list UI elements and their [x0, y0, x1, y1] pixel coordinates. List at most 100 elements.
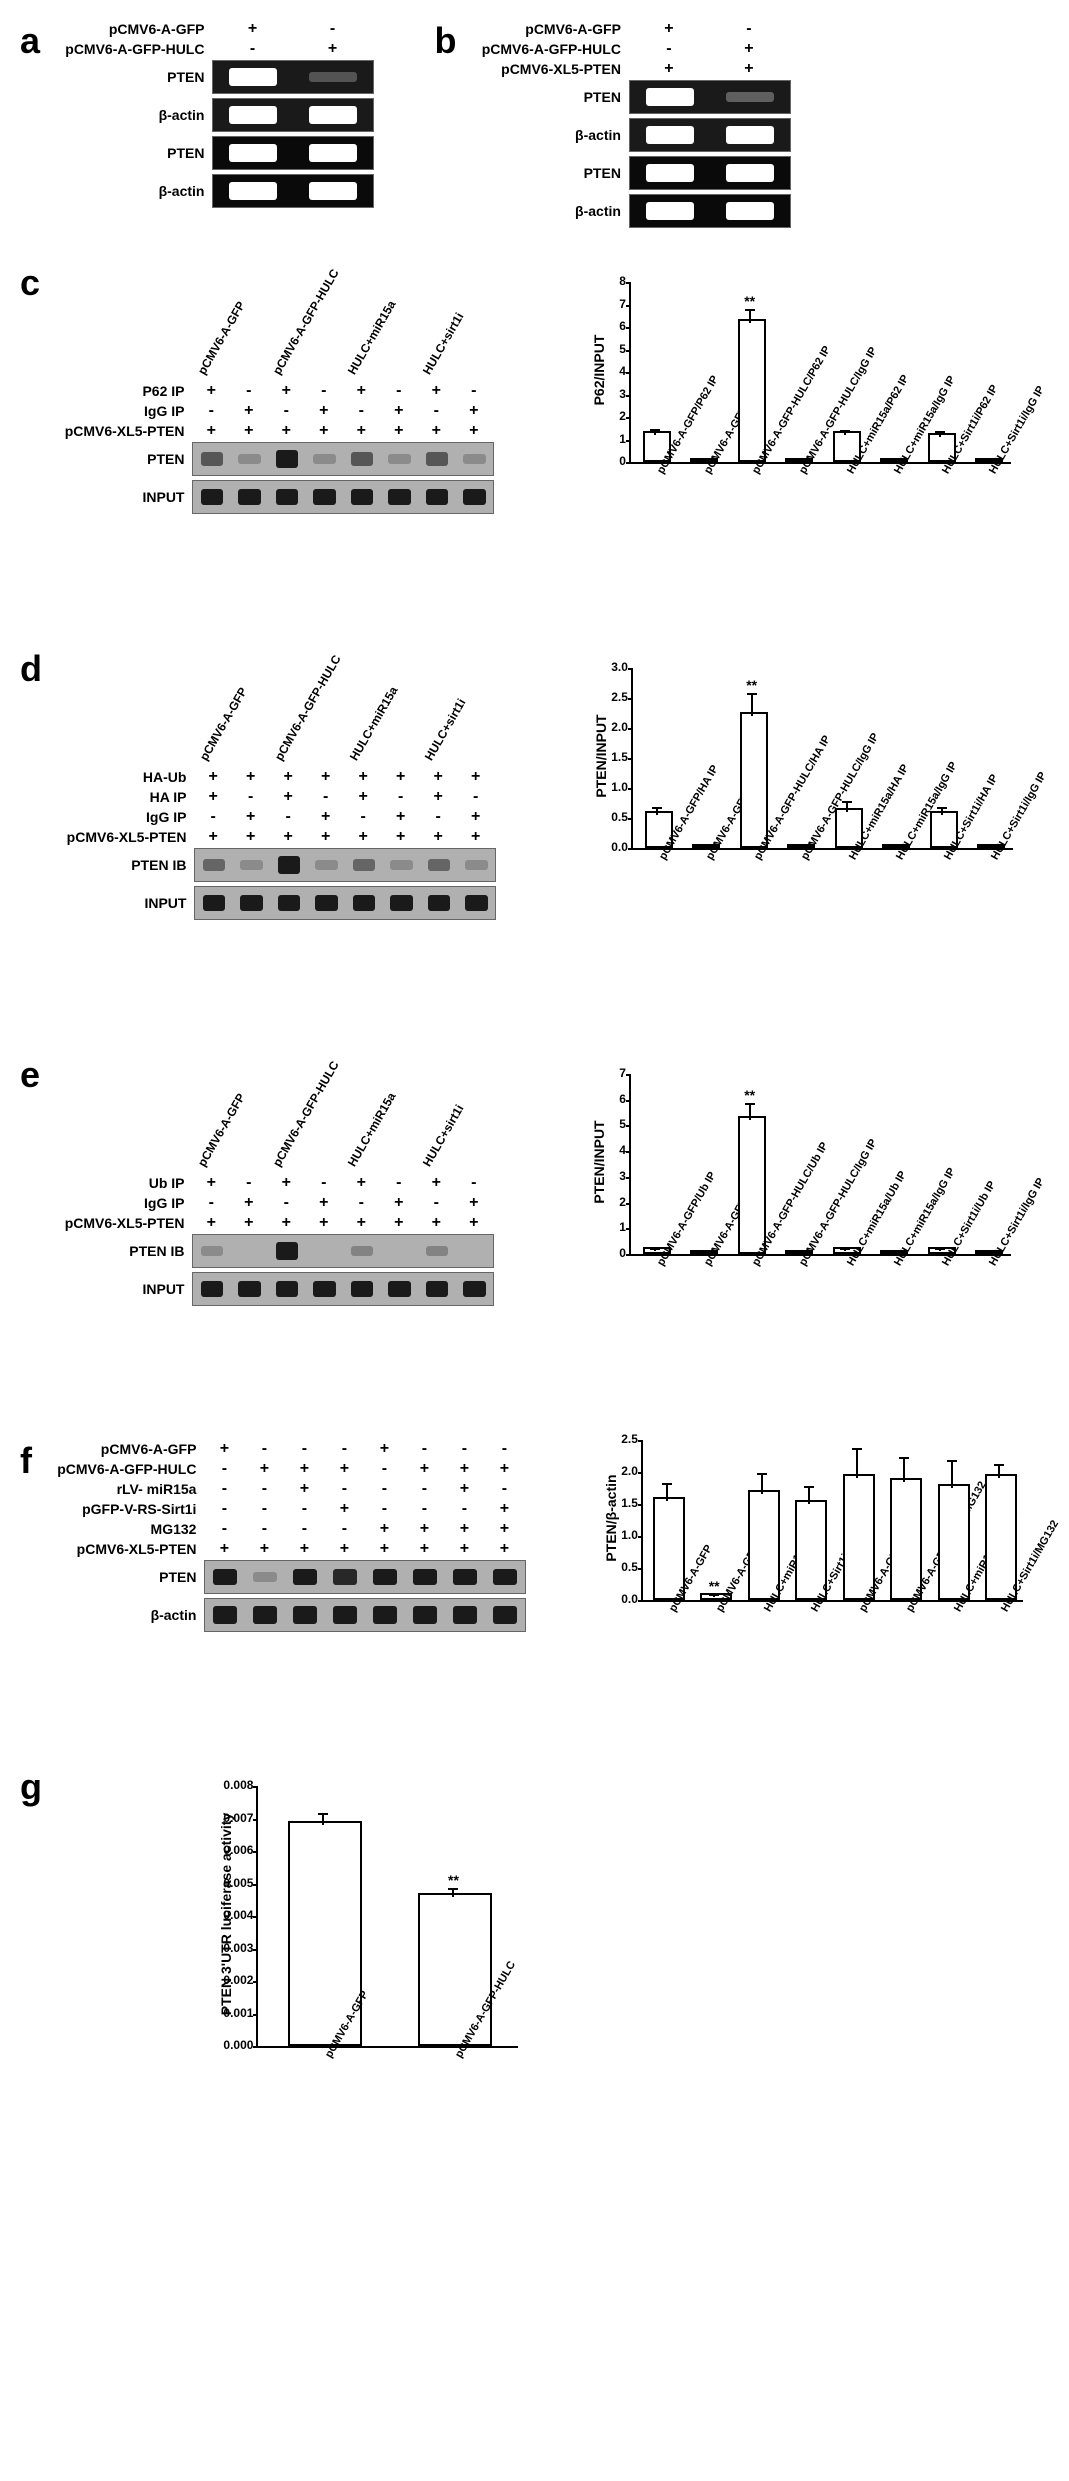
y-tick: 1.5: [593, 750, 628, 764]
blot-label: INPUT: [56, 895, 194, 911]
error-bar: [452, 1890, 454, 1897]
condition-mark: +: [417, 1174, 455, 1192]
condition-row: IgG IP -+-+-+-+: [54, 402, 494, 420]
condition-row: pCMV6-A-GFP +-: [44, 20, 374, 38]
tick-mark: [626, 440, 631, 442]
condition-mark: +: [307, 768, 345, 786]
diag-label: pCMV6-A-GFP-HULC: [270, 1059, 342, 1169]
blot-image: [194, 848, 496, 882]
condition-mark: +: [192, 382, 230, 400]
blot-band: [646, 202, 694, 220]
tick-mark: [638, 1440, 643, 1442]
blot-band: [238, 489, 261, 505]
blot-band: [351, 1281, 374, 1297]
condition-row: pCMV6-A-GFP-HULC -+: [461, 40, 791, 58]
blot-band: [229, 182, 277, 200]
blot-band: [646, 88, 694, 106]
blot-image: [192, 1234, 494, 1268]
condition-mark: -: [244, 1520, 284, 1538]
error-cap: [318, 1813, 328, 1815]
condition-mark: +: [307, 808, 345, 826]
blot-band: [315, 895, 338, 911]
blot-band: [646, 164, 694, 182]
condition-mark: -: [364, 1460, 404, 1478]
condition-mark: -: [457, 788, 495, 806]
condition-mark: +: [364, 1440, 404, 1458]
blot-row: PTEN: [44, 60, 374, 94]
blot-band: [309, 106, 357, 124]
blot-band: [493, 1606, 517, 1623]
condition-label: P62 IP: [54, 383, 192, 399]
y-tick: 0: [591, 454, 626, 468]
condition-mark: +: [419, 788, 457, 806]
tick-mark: [626, 327, 631, 329]
error-bar: [749, 311, 751, 322]
error-cap: [935, 1248, 945, 1250]
condition-mark: +: [305, 1194, 343, 1212]
y-tick: 0.5: [593, 810, 628, 824]
blot-band: [309, 144, 357, 161]
blot-row: PTEN: [44, 136, 374, 170]
condition-mark: +: [324, 1500, 364, 1518]
condition-mark: +: [269, 828, 307, 846]
condition-mark: +: [629, 20, 709, 38]
blot-band: [229, 144, 277, 162]
condition-mark: -: [192, 1194, 230, 1212]
diag-label: HULC+sirt1i: [420, 310, 467, 377]
diag-labels: pCMV6-A-GFPpCMV6-A-GFP-HULCHULC+miR15aHU…: [186, 648, 486, 768]
error-bar: [654, 1250, 656, 1251]
panel-content: pCMV6-A-GFPpCMV6-A-GFP-HULCHULC+miR15aHU…: [54, 262, 494, 518]
panel-content: pCMV6-A-GFPpCMV6-A-GFP-HULCHULC+miR15aHU…: [56, 648, 496, 924]
blot-band: [313, 489, 336, 505]
condition-mark: +: [284, 1480, 324, 1498]
condition-mark: -: [404, 1480, 444, 1498]
y-tick: 1.0: [603, 1528, 638, 1542]
blot-row: PTEN IB: [56, 848, 496, 882]
error-bar: [808, 1488, 810, 1504]
x-label: HULC+Sirt1i/Ub IP: [940, 1179, 998, 1268]
condition-mark: +: [457, 828, 495, 846]
blot-band: [238, 1281, 261, 1297]
panel-content: pCMV6-A-GFP +---+--- pCMV6-A-GFP-HULC -+…: [46, 1440, 526, 1636]
condition-mark: -: [455, 1174, 493, 1192]
error-bar: [941, 809, 943, 815]
error-cap: [448, 1888, 458, 1890]
blot-image: [629, 156, 791, 190]
panel-label: f: [20, 1440, 32, 1482]
blot-row: INPUT: [54, 1272, 494, 1306]
blot-band: [388, 489, 411, 505]
error-cap: [852, 1448, 862, 1450]
chart-bar: [738, 1116, 766, 1254]
blot-band: [276, 450, 299, 468]
blot-band: [240, 895, 263, 911]
chart-wrapper: P62/INPUT 012345678pCMV6-A-GFP/P62 IPpCM…: [629, 282, 1011, 464]
blot-band: [373, 1606, 397, 1623]
y-axis-label: PTEN/β-actin: [603, 1438, 619, 1598]
condition-mark: -: [204, 1500, 244, 1518]
tick-mark: [253, 2046, 258, 2048]
blot-band: [426, 489, 449, 505]
condition-mark: +: [230, 402, 268, 420]
condition-mark: +: [244, 1460, 284, 1478]
condition-mark: +: [455, 1214, 493, 1232]
condition-mark: +: [484, 1500, 524, 1518]
error-cap: [994, 1464, 1004, 1466]
tick-mark: [626, 350, 631, 352]
error-bar: [844, 1250, 846, 1251]
condition-mark: -: [204, 1460, 244, 1478]
condition-mark: +: [284, 1540, 324, 1558]
condition-row: pCMV6-XL5-PTEN ++++++++: [54, 1214, 494, 1232]
blot-row: β-actin: [461, 194, 791, 228]
condition-mark: -: [419, 808, 457, 826]
condition-row: HA IP +-+-+-+-: [56, 788, 496, 806]
y-tick: 4: [591, 364, 626, 378]
condition-row: pCMV6-XL5-PTEN ++++++++: [54, 422, 494, 440]
condition-mark: -: [307, 788, 345, 806]
condition-row: MG132 ----++++: [46, 1520, 526, 1538]
error-bar: [951, 1462, 953, 1488]
condition-label: rLV- miR15a: [46, 1481, 204, 1497]
blot-band: [201, 1246, 224, 1256]
blot-label: INPUT: [54, 489, 192, 505]
error-cap: [935, 431, 945, 433]
blot-band: [388, 454, 411, 464]
